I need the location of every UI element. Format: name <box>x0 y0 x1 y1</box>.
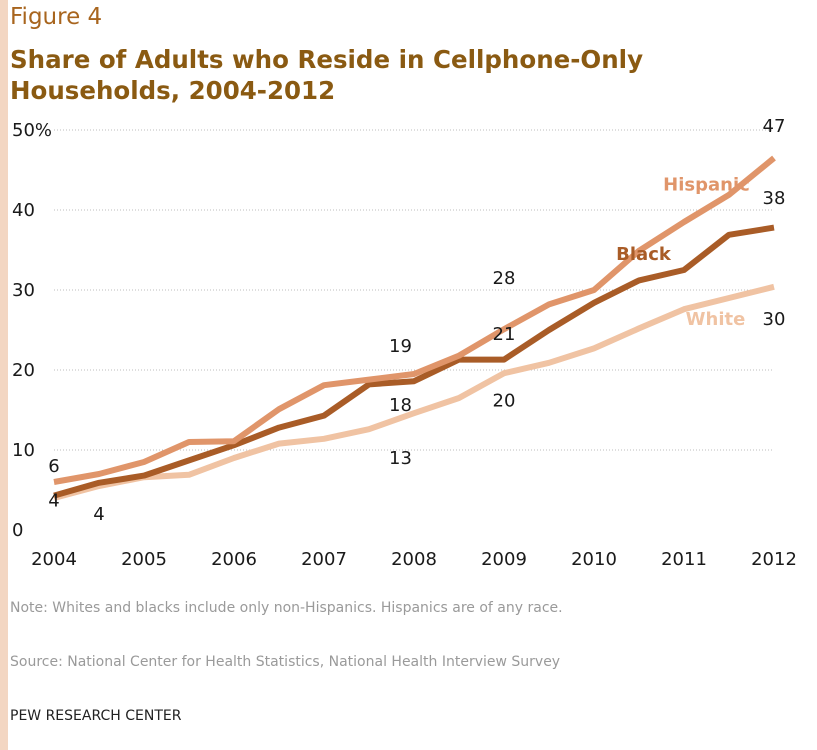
x-tick-label: 2009 <box>481 549 527 570</box>
x-tick-label: 2012 <box>751 549 797 570</box>
x-tick-label: 2010 <box>571 549 617 570</box>
figure-label: Figure 4 <box>10 4 103 30</box>
data-label: 13 <box>389 448 412 469</box>
data-label: 47 <box>763 116 786 137</box>
data-label: 6 <box>48 456 59 477</box>
left-accent-bar <box>0 0 8 750</box>
data-label: 20 <box>493 390 516 411</box>
data-label: 38 <box>763 188 786 209</box>
series-label-hispanic: Hispanic <box>663 174 750 195</box>
data-label: 21 <box>493 324 516 345</box>
publisher-brand: PEW RESEARCH CENTER <box>10 708 182 724</box>
y-tick-label: 40 <box>12 200 35 221</box>
y-tick-label: 0 <box>12 520 23 541</box>
data-label: 28 <box>493 268 516 289</box>
x-tick-label: 2004 <box>31 549 77 570</box>
y-tick-label: 50% <box>12 120 52 141</box>
data-label: 19 <box>389 336 412 357</box>
chart-source: Source: National Center for Health Stati… <box>10 654 561 670</box>
chart-note: Note: Whites and blacks include only non… <box>10 600 563 616</box>
chart-title: Share of Adults who Reside in Cellphone-… <box>10 45 644 105</box>
y-tick-label: 30 <box>12 280 35 301</box>
series-line-white <box>53 283 775 501</box>
data-label: 4 <box>93 504 104 525</box>
data-label: 4 <box>48 490 59 511</box>
x-tick-label: 2005 <box>121 549 167 570</box>
y-tick-label: 20 <box>12 360 35 381</box>
x-tick-label: 2006 <box>211 549 257 570</box>
series-line-black <box>53 224 775 499</box>
series-line-hispanic <box>53 155 776 485</box>
data-label: 30 <box>763 309 786 330</box>
series-label-black: Black <box>616 244 672 265</box>
x-tick-label: 2007 <box>301 549 347 570</box>
line-chart: 0 10 20 30 40 50% 2004 2005 2006 2007 2008 2009 2010… <box>12 116 797 570</box>
data-label: 18 <box>389 395 412 416</box>
y-tick-label: 10 <box>12 440 35 461</box>
x-tick-label: 2011 <box>661 549 707 570</box>
series-label-white: White <box>686 309 746 330</box>
x-tick-label: 2008 <box>391 549 437 570</box>
